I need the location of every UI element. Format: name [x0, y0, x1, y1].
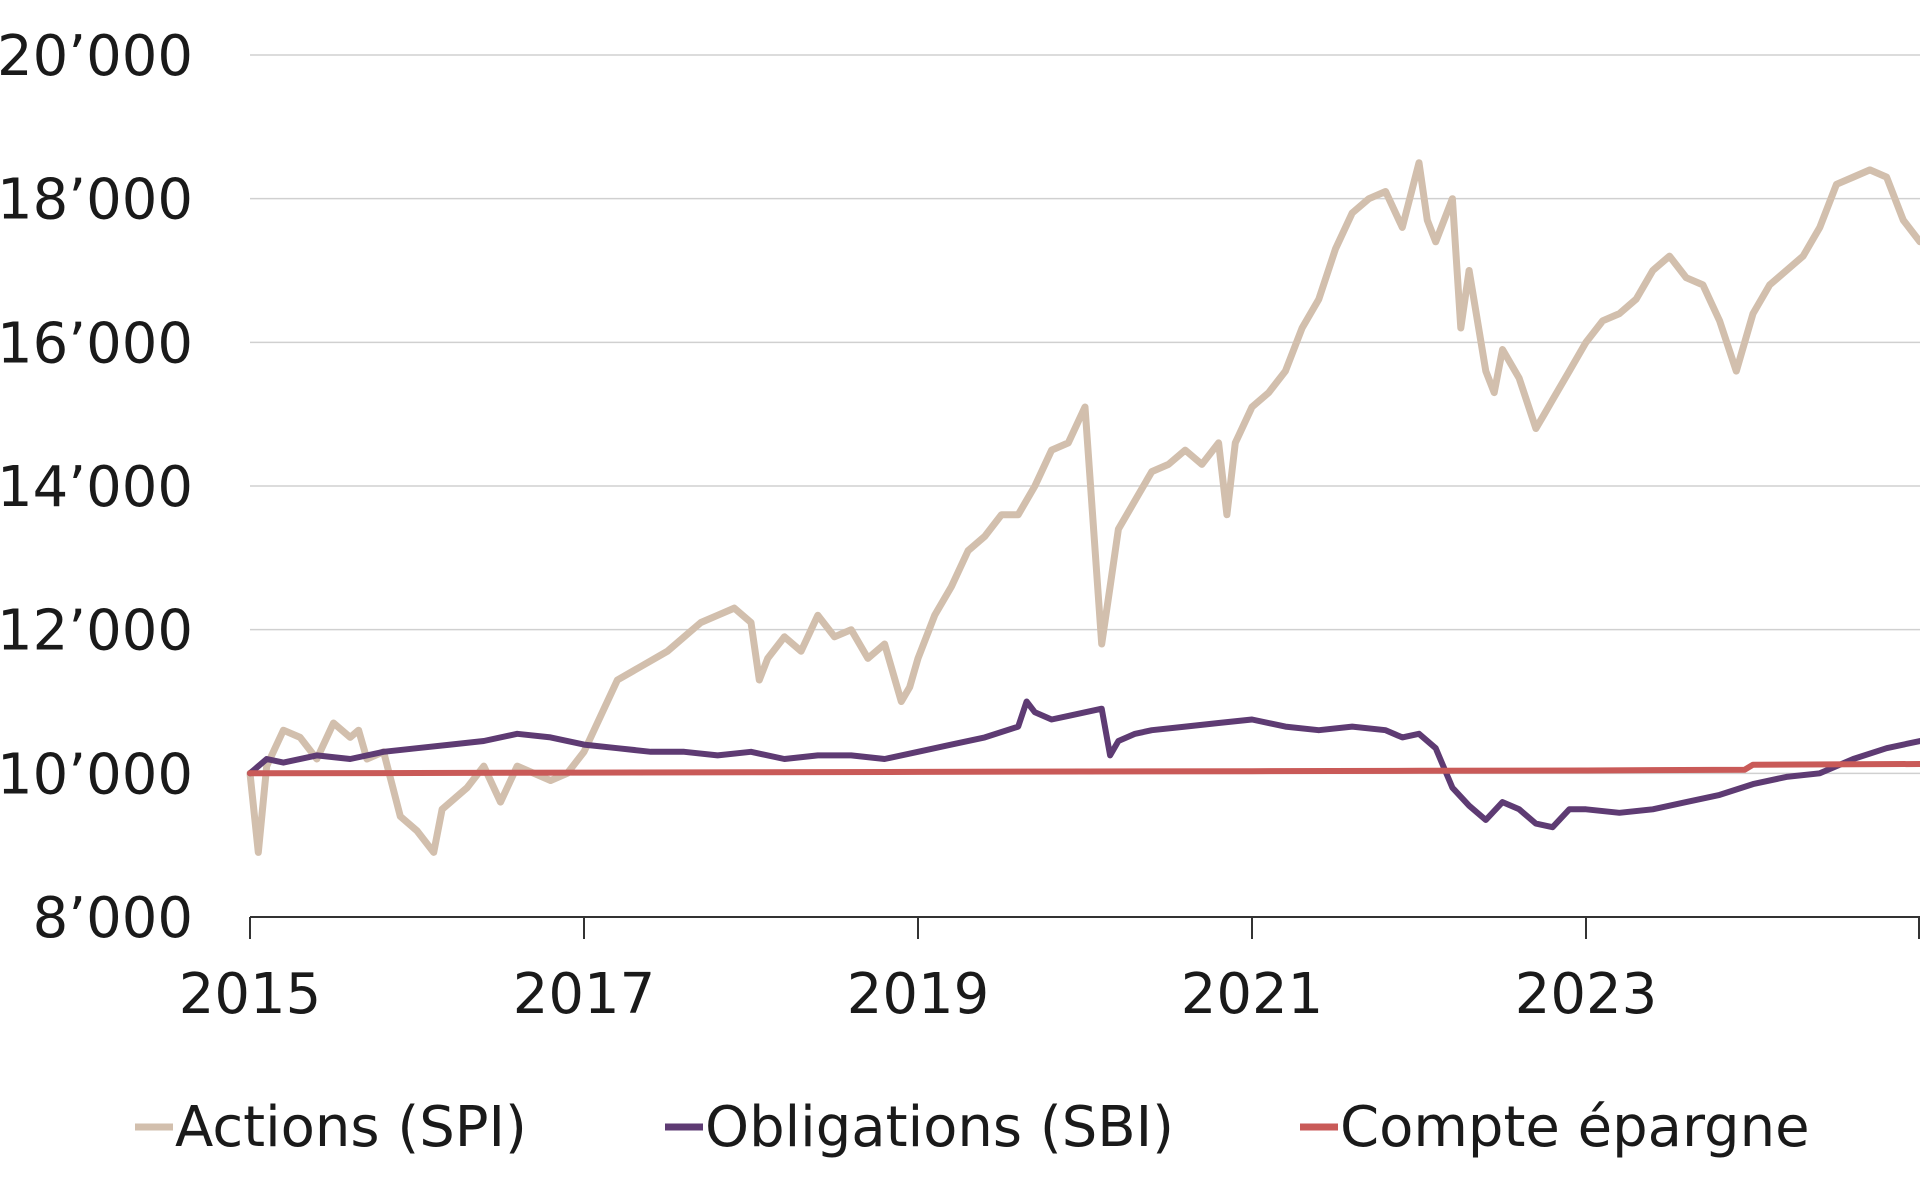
y-tick-label: 16’000 [0, 311, 193, 376]
series-lines [246, 159, 1920, 856]
y-tick-label: 18’000 [0, 168, 193, 233]
legend-label: Actions (SPI) [175, 1095, 527, 1160]
y-tick-label: 10’000 [0, 742, 193, 807]
x-tick-label: 2023 [1515, 962, 1658, 1027]
legend-label: Obligations (SBI) [705, 1095, 1174, 1160]
x-tick-label: 2015 [179, 962, 322, 1027]
legend-label: Compte épargne [1340, 1095, 1810, 1160]
x-tick-label: 2021 [1181, 962, 1324, 1027]
x-tick-labels: 2015 2017 2019 2021 2023 [179, 962, 1658, 1027]
series-line-actions-spi [246, 159, 1920, 856]
series-line-compte-pargne [247, 761, 1920, 777]
y-tick-labels: 8’000 10’000 12’000 14’000 16’000 18’000 20’00… [0, 24, 193, 951]
axes [249, 916, 1920, 939]
series-line-obligations-sbi [247, 698, 1920, 831]
y-tick-label: 8’000 [33, 886, 193, 951]
x-tick-label: 2019 [847, 962, 990, 1027]
y-tick-label: 12’000 [0, 599, 193, 664]
y-tick-label: 20’000 [0, 24, 193, 89]
y-tick-label: 14’000 [0, 455, 193, 520]
legend: Actions (SPI) Obligations (SBI) Compte épa… [135, 1095, 1810, 1160]
gridlines [250, 54, 1920, 775]
x-tick-label: 2017 [513, 962, 656, 1027]
